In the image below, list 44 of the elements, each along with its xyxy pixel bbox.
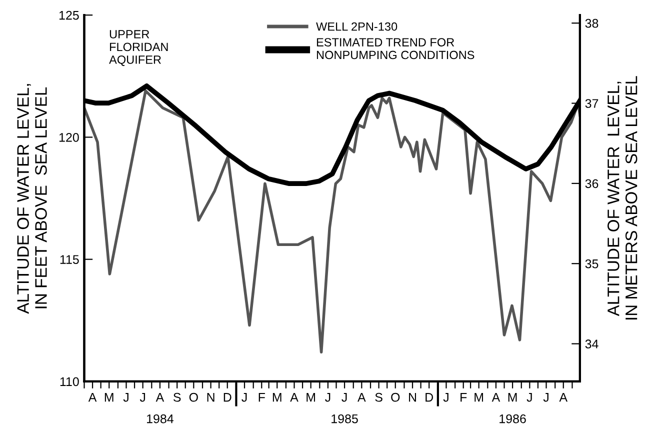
x-tick-label: D [224, 393, 232, 402]
x-tick-label: A 1984 [147, 393, 174, 424]
x-tick-label: N [409, 393, 416, 402]
y-tick-label: 110 [60, 377, 79, 386]
x-tick-label: F [460, 393, 467, 402]
x-tick-label: A [492, 393, 500, 402]
y2-tick-label: 35 [585, 259, 598, 268]
x-tick-label: J [140, 393, 146, 402]
y-tick-label: 125 [59, 10, 79, 20]
y2-tick-label: 34 [585, 340, 598, 348]
x-tick-label: D [426, 393, 434, 402]
x-tick-label: M [104, 393, 114, 402]
x-tick-label: J [242, 393, 247, 402]
x-tick-label: J 1985 [332, 393, 358, 424]
x-tick-label: M 1986 [500, 393, 526, 424]
y-tick-label: 115 [60, 255, 79, 264]
x-tick-label: M [474, 393, 484, 402]
x-tick-label: J [325, 393, 330, 402]
x-tick-label: N [207, 393, 214, 402]
x-tick-label: J [526, 393, 532, 402]
line-series [84, 89, 580, 354]
legend-label: ESTIMATED TREND FOR NONPUMPING CONDITIONS [316, 38, 474, 60]
annotation: UPPER FLORIDAN AQUIFER [109, 30, 168, 66]
x-tick-label: S [173, 392, 181, 402]
x-tick-label: O [391, 392, 400, 402]
x-tick-label: F [258, 393, 265, 402]
y-tick-label: 120 [59, 133, 79, 142]
x-tick-label: M [306, 393, 316, 402]
legend-label: WELL 2PN-130 [316, 22, 398, 31]
x-tick-label: A [290, 393, 298, 402]
x-tick-label: J [443, 393, 448, 402]
y2-tick-label: 37 [585, 99, 598, 108]
y2-axis-title: ALTITUDE OF WATER LEVEL, IN METERS ABOVE SEA LEVEL [607, 76, 638, 320]
x-tick-label: A [559, 393, 568, 402]
y2-tick-label: 38 [585, 18, 598, 28]
y2-tick-label: 36 [585, 179, 598, 188]
x-tick-label: J [543, 393, 548, 402]
x-tick-label: J [123, 393, 128, 402]
x-tick-label: M [272, 393, 282, 402]
x-tick-label: O [189, 392, 198, 402]
x-tick-label: S [375, 392, 382, 402]
x-tick-label: A [88, 393, 97, 402]
x-tick-label: A [358, 393, 366, 402]
y-axis-title: ALTITUDE OF WATER LEVEL, IN FEET ABOVE SEA LEVEL [17, 84, 47, 314]
